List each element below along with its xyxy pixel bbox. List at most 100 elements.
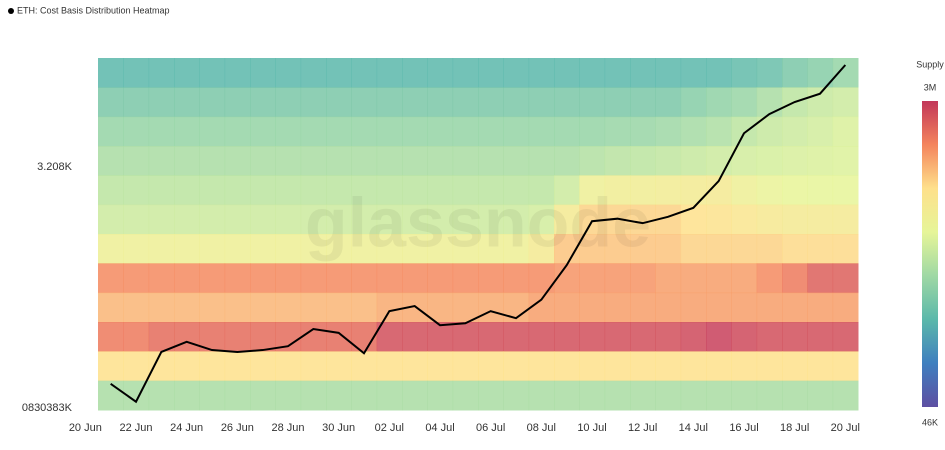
heat-cell [300, 351, 327, 382]
heat-cell [376, 58, 403, 88]
heat-cell [275, 263, 302, 294]
heat-cell [630, 234, 656, 264]
price-line [110, 64, 847, 404]
heat-cell [326, 263, 352, 294]
heat-cell [478, 292, 504, 323]
x-tick-label: 18 Jul [780, 422, 809, 434]
heat-cell [224, 146, 251, 176]
heatmap [98, 58, 859, 411]
heat-cell [275, 234, 302, 264]
heat-cell [528, 351, 555, 382]
heat-cell [604, 351, 631, 382]
heat-cell [579, 146, 606, 176]
heat-cell [402, 58, 428, 88]
heat-cell [478, 204, 504, 235]
heat-cell [148, 380, 175, 411]
heat-cell [579, 322, 606, 352]
heat-cell [148, 322, 175, 352]
heat-cell [174, 292, 200, 323]
x-tick-label: 08 Jul [527, 422, 556, 434]
heat-cell [174, 322, 200, 352]
heat-cell [503, 175, 530, 206]
x-tick-label: 20 Jul [831, 422, 860, 434]
heat-cell [630, 263, 656, 294]
heat-cell [174, 380, 200, 411]
heat-cell [604, 380, 631, 411]
heat-cell [630, 380, 656, 411]
heat-cell [756, 146, 783, 176]
heat-cell [756, 351, 783, 382]
y-tick-label: 0830383K [22, 402, 73, 414]
heat-cell [326, 87, 352, 118]
heat-cell [782, 58, 808, 88]
heat-cell [528, 380, 555, 411]
heat-cell [579, 87, 606, 118]
heat-cell [655, 292, 682, 323]
heat-cell [148, 234, 175, 264]
heat-cell [98, 175, 124, 206]
heat-cell [731, 204, 758, 235]
heat-cell [148, 116, 175, 147]
heat-cell [579, 292, 606, 323]
heat-cell [376, 175, 403, 206]
heat-cell [832, 322, 859, 352]
heat-cell [655, 146, 682, 176]
heat-cell [351, 146, 378, 176]
heat-cell [478, 58, 504, 88]
heat-cell [376, 146, 403, 176]
heat-cell [452, 116, 479, 147]
heat-cell [402, 175, 428, 206]
heat-cell [148, 175, 175, 206]
heat-cell [832, 351, 859, 382]
heat-cell [427, 87, 454, 118]
heat-cell [275, 175, 302, 206]
heat-cell [680, 322, 707, 352]
heat-cell [604, 263, 631, 294]
x-tick-label: 12 Jul [628, 422, 657, 434]
heat-cell [351, 87, 378, 118]
heat-cell [756, 263, 783, 294]
heat-cell [706, 87, 732, 118]
heat-cell [199, 204, 226, 235]
heat-cell [832, 263, 859, 294]
heat-cell [554, 87, 580, 118]
heat-cell [148, 292, 175, 323]
heat-cell [832, 116, 859, 147]
heat-cell [604, 58, 631, 88]
heat-cell [756, 234, 783, 264]
x-tick-label: 16 Jul [729, 422, 758, 434]
heat-cell [300, 58, 327, 88]
heat-cell [554, 204, 580, 235]
heat-cell [199, 351, 226, 382]
heat-cell [351, 234, 378, 264]
heat-cell [452, 263, 479, 294]
heat-cell [199, 87, 226, 118]
x-tick-label: 04 Jul [425, 422, 454, 434]
heat-cell [174, 204, 200, 235]
heat-cell [604, 234, 631, 264]
heat-cell [199, 146, 226, 176]
heat-cell [680, 234, 707, 264]
heat-cell [807, 204, 834, 235]
heat-cell [706, 292, 732, 323]
heat-cell [275, 351, 302, 382]
heat-cell [604, 292, 631, 323]
heat-cell [123, 322, 150, 352]
heat-cell [706, 146, 732, 176]
heat-cell [123, 234, 150, 264]
heat-cell [655, 58, 682, 88]
heat-cell [199, 234, 226, 264]
heat-cell [402, 234, 428, 264]
heat-cell [807, 380, 834, 411]
heat-cell [655, 263, 682, 294]
heat-cell [427, 322, 454, 352]
heat-cell [655, 351, 682, 382]
heat-cell [326, 175, 352, 206]
heat-cell [503, 204, 530, 235]
heat-cell [782, 234, 808, 264]
heat-cell [452, 380, 479, 411]
heat-cell [604, 146, 631, 176]
heat-cell [478, 263, 504, 294]
heat-cell [452, 292, 479, 323]
heat-cell [680, 116, 707, 147]
